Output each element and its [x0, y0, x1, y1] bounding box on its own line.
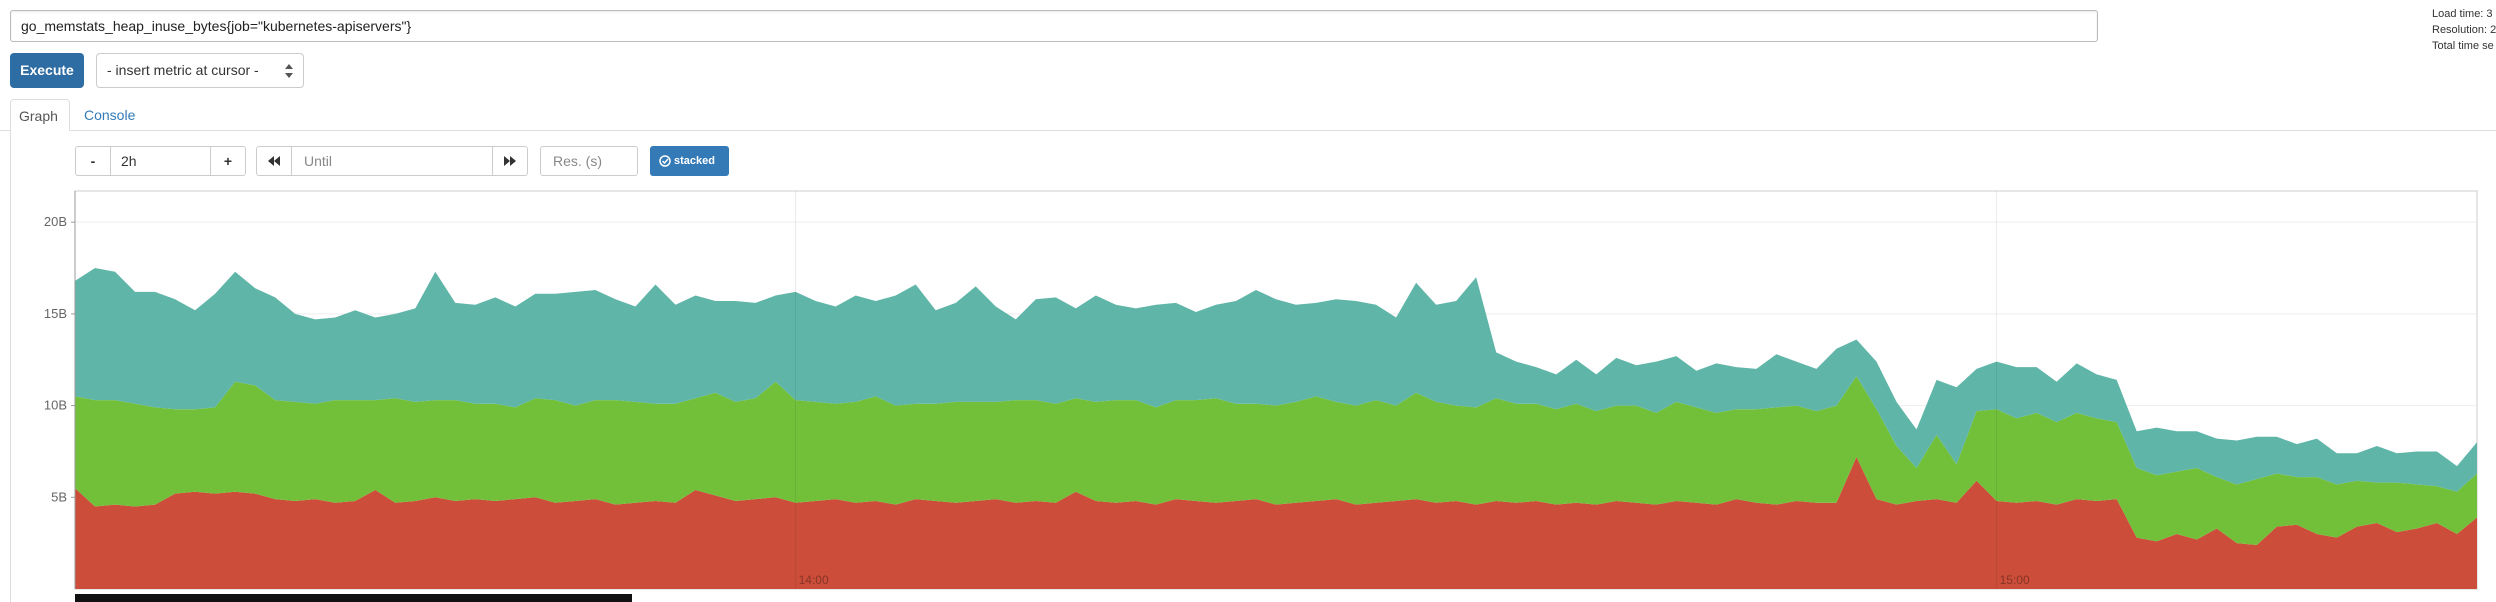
forward-icon — [504, 156, 516, 166]
y-tick-label: 10B — [44, 398, 67, 413]
range-minus[interactable]: - — [75, 146, 111, 176]
execute-button[interactable]: Execute — [10, 53, 84, 88]
select-arrows — [285, 64, 293, 78]
range-input[interactable]: 2h — [110, 146, 211, 176]
load-time: Load time: 3 — [2432, 8, 2493, 20]
x-tick-label: 15:00 — [2000, 573, 2030, 587]
chart: 5B 10B 15B 20B 14:00 15:00 — [44, 190, 2478, 602]
area — [75, 456, 2477, 589]
back-button[interactable] — [256, 146, 292, 176]
resolution: Resolution: 2 — [2432, 24, 2496, 36]
y-tick-label: 20B — [44, 214, 67, 229]
console-tab[interactable]: Console — [84, 107, 136, 123]
x-tick-label: 14:00 — [799, 573, 829, 587]
back-icon — [268, 156, 280, 166]
stacked-button[interactable]: stacked — [650, 146, 729, 176]
range-plus[interactable]: + — [210, 146, 246, 176]
panel-border — [10, 130, 11, 602]
y-tick-label: 5B — [51, 489, 67, 504]
y-tick-label: 15B — [44, 306, 67, 321]
stacked-label: stacked — [674, 155, 715, 167]
tab-line — [0, 130, 2496, 131]
total-time: Total time se — [2432, 40, 2494, 52]
until-input[interactable]: Until — [291, 146, 493, 176]
area — [75, 376, 2477, 545]
query-input[interactable]: go_memstats_heap_inuse_bytes{job="kubern… — [10, 10, 2098, 42]
check-icon — [659, 155, 671, 167]
area — [75, 268, 2477, 492]
metric-select[interactable]: - insert metric at cursor - — [96, 53, 304, 88]
res-input[interactable]: Res. (s) — [540, 146, 638, 176]
graph-tab[interactable]: Graph — [10, 99, 70, 131]
forward-button[interactable] — [492, 146, 528, 176]
hover-bar — [75, 594, 632, 602]
